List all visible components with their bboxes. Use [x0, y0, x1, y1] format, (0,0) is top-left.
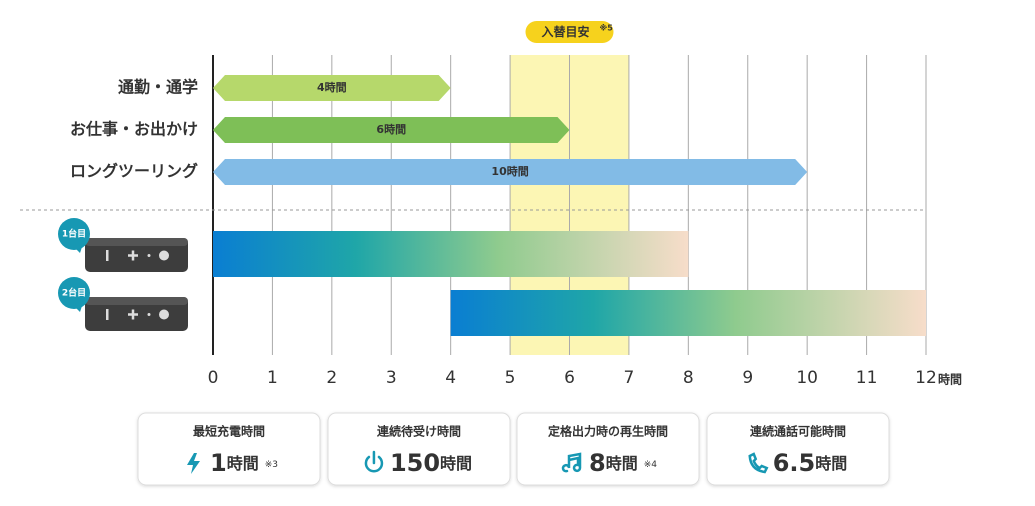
spec-value-line: 1時間 ※3	[210, 449, 278, 477]
usage-name: 通勤・通学	[118, 78, 198, 97]
x-tick-label: 3	[386, 368, 397, 388]
spec-value: 6.5	[773, 449, 816, 477]
spec-title: 最短充電時間	[193, 424, 265, 439]
spec-unit: 時間	[606, 454, 638, 473]
usage-value-label: 6時間	[376, 122, 406, 136]
device-badge	[58, 218, 90, 250]
x-tick-label: 2	[326, 368, 337, 388]
device-icon	[128, 309, 138, 320]
spec-unit: 時間	[440, 454, 472, 473]
spec-value-group: 6.5時間	[748, 449, 848, 477]
spec-note: ※3	[265, 460, 278, 470]
x-tick-label: 4	[445, 368, 456, 388]
device-name: 2台目	[62, 287, 86, 299]
spec-card	[137, 412, 321, 486]
spec-value-group: 8時間 ※4	[561, 449, 657, 477]
spec-icon	[561, 452, 582, 473]
spec-note: ※4	[644, 460, 658, 470]
spec-value-group: 1時間 ※3	[187, 449, 278, 477]
spec-value-group: 150時間	[364, 449, 472, 477]
spec-icon	[187, 453, 200, 474]
x-tick-label: 7	[624, 368, 635, 388]
highlight-badge	[525, 21, 614, 43]
device-icon	[128, 250, 138, 261]
spec-title: 定格出力時の再生時間	[548, 424, 668, 439]
device-body-shade	[85, 297, 188, 305]
device-icon	[159, 250, 169, 261]
spec-value-line: 150時間	[390, 449, 472, 477]
usage-value-label: 4時間	[317, 80, 347, 94]
device-icon	[106, 309, 109, 320]
spec-value: 8	[589, 449, 606, 477]
spec-icon	[748, 452, 769, 474]
device-icon	[147, 254, 151, 257]
usage-name: お仕事・お出かけ	[70, 120, 198, 139]
x-tick-label: 10	[796, 368, 818, 388]
usage-arrow	[213, 75, 451, 101]
device-bar	[450, 290, 926, 336]
spec-card	[327, 412, 511, 486]
x-tick-label: 6	[564, 368, 575, 388]
x-tick-label: 1	[267, 368, 278, 388]
usage-arrow	[213, 159, 808, 185]
device-icon	[147, 313, 151, 316]
spec-value-line: 6.5時間	[773, 449, 848, 477]
x-tick-label: 11	[856, 368, 878, 388]
x-tick-label: 5	[505, 368, 516, 388]
usage-arrow	[213, 117, 570, 143]
device-body-shade	[85, 238, 188, 246]
device-bar	[213, 231, 689, 277]
spec-unit: 時間	[227, 454, 259, 473]
device-icon	[159, 309, 169, 320]
spec-title: 連続待受け時間	[377, 424, 461, 439]
spec-value: 1	[210, 449, 227, 477]
spec-unit: 時間	[815, 454, 847, 473]
spec-value: 150	[390, 449, 440, 477]
device-icon	[106, 250, 109, 261]
device-name: 1台目	[62, 228, 86, 240]
usage-name: ロングツーリング	[70, 162, 198, 181]
usage-value-label: 10時間	[491, 164, 528, 178]
x-tick-label: 8	[683, 368, 694, 388]
x-tick-label: 0	[208, 368, 219, 388]
spec-icon	[364, 450, 384, 473]
highlight-label: 入替目安	[541, 24, 589, 39]
x-unit: 時間	[938, 372, 962, 387]
highlight-note: ※5	[600, 23, 614, 33]
x-tick-label: 9	[742, 368, 753, 388]
spec-value-line: 8時間 ※4	[589, 449, 657, 477]
x-tick-label: 12	[915, 368, 937, 388]
spec-title: 連続通話可能時間	[750, 424, 846, 439]
device-badge	[58, 277, 90, 309]
